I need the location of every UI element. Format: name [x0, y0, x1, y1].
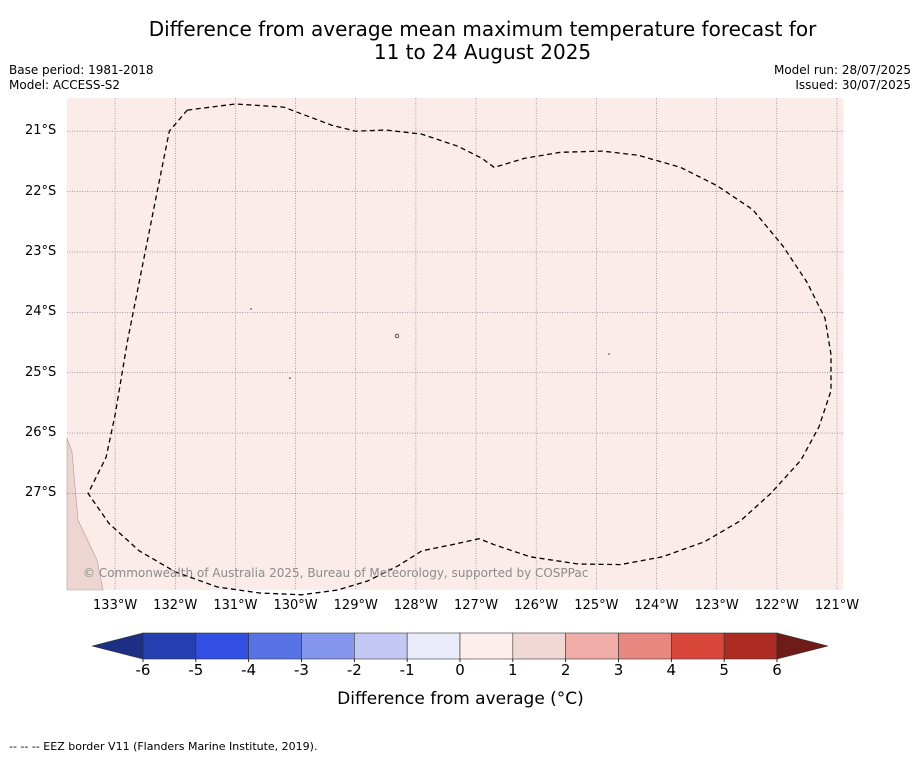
- lat-label: 27°S: [25, 485, 57, 501]
- lat-label: 26°S: [25, 425, 57, 441]
- issued-date: Issued: 30/07/2025: [795, 78, 911, 92]
- lat-label: 21°S: [25, 123, 57, 139]
- lon-label: 126°W: [514, 598, 559, 613]
- lon-label: 128°W: [393, 598, 438, 613]
- colorbar-under-arrow: [91, 632, 144, 660]
- colorbar-bin: [671, 632, 725, 660]
- eez-legend-note: -- -- -- EEZ border V11 (Flanders Marine…: [9, 740, 318, 753]
- colorbar-bin: [195, 632, 249, 660]
- colorbar-tick-label: -5: [188, 661, 204, 679]
- colorbar-bin: [459, 632, 514, 660]
- colorbar-tick-label: 4: [666, 661, 677, 679]
- title-line-1: Difference from average mean maximum tem…: [148, 17, 817, 41]
- lat-label: 22°S: [25, 183, 57, 199]
- eez-border: [87, 103, 832, 596]
- colorbar-tick-label: -1: [399, 661, 415, 679]
- colorbar-tick-label: 1: [508, 661, 518, 679]
- lon-label: 130°W: [273, 598, 318, 613]
- colorbar-bin: [142, 632, 197, 660]
- island-speck: [289, 377, 291, 379]
- ocean-background: [67, 98, 843, 590]
- island-speck: [608, 353, 610, 355]
- island-speck: [250, 308, 252, 310]
- base-period: Base period: 1981-2018: [9, 63, 154, 77]
- lat-label: 24°S: [25, 304, 57, 320]
- colorbar-bin: [512, 632, 566, 660]
- lat-label: 25°S: [25, 364, 57, 380]
- copyright-notice: © Commonwealth of Australia 2025, Bureau…: [83, 566, 589, 580]
- colorbar-tick-label: -3: [294, 661, 309, 679]
- colorbar-over-arrow: [776, 632, 829, 660]
- colorbar-bin: [248, 632, 302, 660]
- model-name: Model: ACCESS-S2: [9, 78, 121, 92]
- colorbar-tick-label: -4: [241, 661, 257, 679]
- lat-label: 23°S: [25, 243, 57, 259]
- lon-label: 123°W: [694, 598, 739, 613]
- lon-label: 133°W: [93, 598, 138, 613]
- title-line-2: 11 to 24 August 2025: [373, 40, 592, 64]
- colorbar-tick-label: 2: [560, 661, 571, 679]
- colorbar-tick-label: 5: [719, 661, 729, 679]
- colorbar-bin: [406, 632, 461, 660]
- map-title: Difference from average mean maximum tem…: [0, 18, 919, 64]
- model-run: Model run: 28/07/2025: [773, 63, 911, 77]
- colorbar-bin: [723, 632, 778, 660]
- meta-right: Model run: 28/07/2025 Issued: 30/07/2025: [774, 63, 911, 93]
- colorbar-bin: [354, 632, 408, 660]
- colorbar-label: Difference from average (°C): [337, 689, 584, 709]
- lon-label: 122°W: [754, 598, 799, 613]
- colorbar-tick-label: 0: [455, 661, 465, 679]
- meta-left: Base period: 1981-2018 Model: ACCESS-S2: [9, 63, 154, 93]
- lon-label: 124°W: [634, 598, 679, 613]
- lon-label: 132°W: [153, 598, 198, 613]
- colorbar-bin: [565, 632, 619, 660]
- colorbar-bin: [618, 632, 672, 660]
- colorbar-tick-label: 6: [772, 661, 782, 679]
- lon-label: 129°W: [333, 598, 378, 613]
- land-area: [66, 437, 104, 591]
- island-speck: [394, 333, 400, 339]
- lon-label: 127°W: [453, 598, 499, 613]
- colorbar-tick-label: -2: [346, 661, 362, 679]
- lon-label: 125°W: [574, 598, 619, 613]
- colorbar-tick-label: -6: [135, 661, 151, 679]
- lon-label: 131°W: [213, 598, 258, 613]
- colorbar-tick-label: 3: [613, 661, 624, 679]
- colorbar-bin: [301, 632, 355, 660]
- lon-label: 121°W: [814, 598, 860, 613]
